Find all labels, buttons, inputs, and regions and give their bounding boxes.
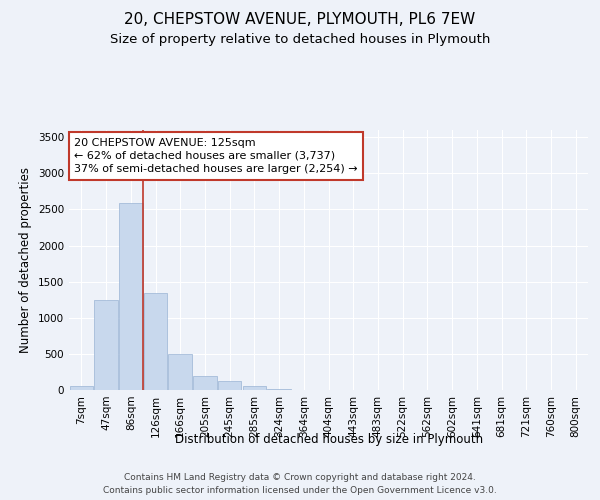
Text: Contains public sector information licensed under the Open Government Licence v3: Contains public sector information licen… [103, 486, 497, 495]
Bar [169, 354, 192, 390]
Bar [94, 300, 118, 390]
Text: Distribution of detached houses by size in Plymouth: Distribution of detached houses by size … [175, 432, 483, 446]
Text: Contains HM Land Registry data © Crown copyright and database right 2024.: Contains HM Land Registry data © Crown c… [124, 472, 476, 482]
Text: 20, CHEPSTOW AVENUE, PLYMOUTH, PL6 7EW: 20, CHEPSTOW AVENUE, PLYMOUTH, PL6 7EW [124, 12, 476, 28]
Bar [193, 376, 217, 390]
Y-axis label: Number of detached properties: Number of detached properties [19, 167, 32, 353]
Text: Size of property relative to detached houses in Plymouth: Size of property relative to detached ho… [110, 32, 490, 46]
Bar [119, 203, 143, 390]
Bar [144, 292, 167, 390]
Bar [70, 386, 93, 390]
Bar [242, 386, 266, 390]
Text: 20 CHEPSTOW AVENUE: 125sqm
← 62% of detached houses are smaller (3,737)
37% of s: 20 CHEPSTOW AVENUE: 125sqm ← 62% of deta… [74, 138, 358, 174]
Bar [218, 382, 241, 390]
